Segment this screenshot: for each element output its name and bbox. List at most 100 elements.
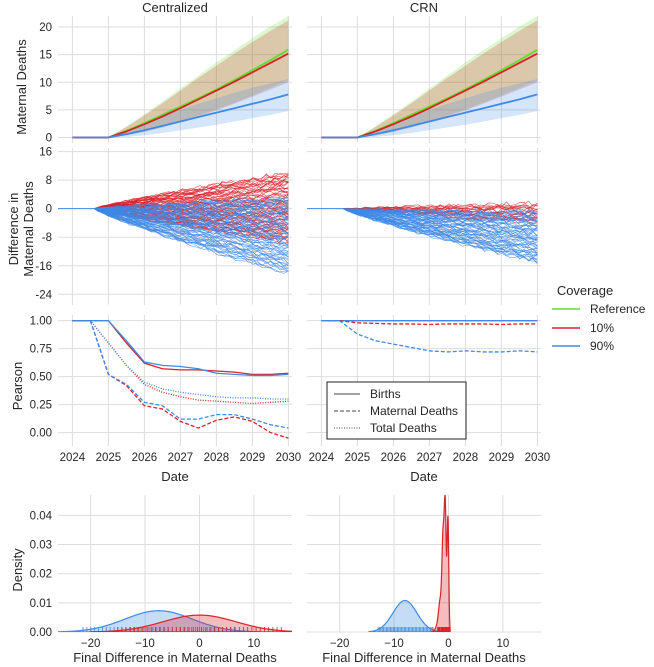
- x-tick-label: 2028: [453, 452, 479, 464]
- trajectory-90pct: [93, 208, 289, 229]
- trajectory-90pct: [342, 208, 538, 255]
- x-tick-label: 2030: [525, 452, 551, 464]
- density-crn-marks: [368, 495, 451, 632]
- legend-label-births: Births: [370, 387, 401, 401]
- y-tick-label: 10: [39, 77, 52, 89]
- metric-legend: Births Maternal Deaths Total Deaths: [326, 381, 467, 440]
- trajectory-10pct: [93, 182, 289, 209]
- legend-label-maternal-deaths: Maternal Deaths: [370, 404, 458, 418]
- y-tick-label: 0.00: [30, 627, 52, 639]
- band-10pct: [72, 20, 289, 138]
- trajectory-10pct: [342, 200, 538, 210]
- legend-label-reference: Reference: [590, 302, 646, 316]
- maternal-deaths-crn-marks: [321, 16, 538, 139]
- trajectory-90pct: [93, 208, 289, 223]
- coverage-legend-title: Coverage: [557, 283, 613, 298]
- x-tick-label: 2024: [60, 452, 86, 464]
- trajectory-90pct: [342, 208, 538, 215]
- y-tick-label: 16: [39, 147, 52, 159]
- pearson-crn-marks: [321, 319, 538, 353]
- trajectory-90pct: [93, 208, 289, 234]
- y-tick-label: 0.04: [30, 510, 53, 522]
- band-90pct: [321, 78, 538, 138]
- pearson-line-maternal-deaths-90pct: [321, 319, 538, 353]
- y-tick-label: 8: [46, 175, 52, 187]
- x-tick-label: 2026: [381, 452, 407, 464]
- x-tick-label: 2026: [132, 452, 158, 464]
- x-tick-label: −20: [81, 638, 101, 650]
- y-tick-label: -24: [35, 289, 52, 301]
- trajectory-10pct: [93, 177, 289, 209]
- trajectory-90pct: [93, 208, 289, 235]
- x-tick-label: 2030: [276, 452, 302, 464]
- pearson-centralized-marks: [72, 319, 289, 439]
- y-tick-label: 5: [46, 105, 52, 117]
- maternal-deaths-crn-panel: [307, 16, 541, 143]
- density-area-10pct: [89, 614, 292, 632]
- column-title-crn: CRN: [410, 0, 438, 15]
- trajectory-90pct: [93, 208, 289, 261]
- trajectory-10pct: [93, 174, 289, 209]
- xlabel-final-diff-centralized: Final Difference in Maternal Deaths: [73, 650, 277, 665]
- band-10pct: [321, 20, 538, 138]
- trajectory-90pct: [93, 208, 289, 274]
- x-tick-label: 10: [497, 638, 510, 650]
- trajectory-90pct: [93, 208, 289, 227]
- metric-legend-box: [326, 381, 467, 440]
- y-tick-label: 15: [39, 50, 52, 62]
- ylabel-density: Density: [10, 548, 25, 592]
- y-tick-label: 0: [46, 204, 52, 216]
- legend-label-total-deaths: Total Deaths: [370, 421, 437, 435]
- y-tick-label: 0.02: [30, 569, 52, 581]
- y-tick-label: 0.50: [30, 372, 52, 384]
- difference-centralized-marks: [58, 172, 289, 274]
- trajectory-90pct: [342, 208, 538, 216]
- series-line-90pct: [321, 93, 538, 139]
- x-tick-label: 2029: [240, 452, 266, 464]
- difference-crn-panel: [307, 148, 541, 305]
- xlabel-date-crn: Date: [410, 469, 437, 484]
- trajectory-90pct: [93, 208, 289, 217]
- ylabel-maternal-deaths: Maternal Deaths: [14, 39, 29, 135]
- trajectory-90pct: [93, 208, 289, 235]
- ylabel-difference: Difference in Maternal Deaths: [6, 181, 36, 277]
- y-tick-label: 0.25: [30, 400, 52, 412]
- xlabel-final-diff-crn: Final Difference in Maternal Deaths: [322, 650, 526, 665]
- y-tick-label: -8: [42, 232, 52, 244]
- legend-label-90pct: 90%: [590, 339, 614, 353]
- plot-panels: 0 5 10 15 20 -24 -16 -8 0 8 16 0.00 0.25 0.50 0.75 1.00…: [30, 16, 551, 650]
- y-tick-label: 0.01: [30, 598, 52, 610]
- trajectory-90pct: [342, 208, 538, 252]
- y-tick-label: 0.00: [30, 428, 52, 440]
- xlabel-date-centralized: Date: [161, 469, 188, 484]
- trajectory-10pct: [93, 184, 289, 209]
- trajectory-90pct: [342, 208, 538, 219]
- x-tick-label: 10: [248, 638, 261, 650]
- x-tick-label: 2024: [309, 452, 335, 464]
- trajectory-90pct: [93, 208, 289, 267]
- pearson-line-births-90pct: [72, 319, 289, 377]
- x-tick-label: 2027: [417, 452, 443, 464]
- trajectory-90pct: [342, 208, 538, 247]
- trajectory-10pct: [93, 172, 289, 209]
- trajectory-90pct: [342, 208, 538, 219]
- x-tick-label: −10: [135, 638, 155, 650]
- ylabel-difference-line2: Maternal Deaths: [21, 181, 36, 277]
- x-tick-label: −20: [330, 638, 350, 650]
- legend-label-10pct: 10%: [590, 321, 614, 335]
- x-tick-label: 0: [196, 638, 202, 650]
- pearson-line-maternal-deaths-10pct: [321, 319, 538, 326]
- ylabel-pearson: Pearson: [10, 362, 25, 410]
- density-crn-panel: −20 −10 0 10: [307, 495, 541, 650]
- difference-crn-marks: [307, 200, 538, 265]
- x-tick-label: 2027: [168, 452, 194, 464]
- x-tick-label: −10: [384, 638, 404, 650]
- y-tick-label: 1.00: [30, 316, 52, 328]
- ylabel-difference-line1: Difference in: [6, 193, 21, 266]
- band-90pct: [72, 78, 289, 138]
- maternal-deaths-centralized-marks: [72, 16, 289, 139]
- x-tick-label: 2029: [489, 452, 515, 464]
- pearson-line-total-deaths-90pct: [72, 319, 289, 400]
- pearson-line-maternal-deaths-90pct: [72, 319, 289, 429]
- series-line-90pct: [72, 93, 289, 139]
